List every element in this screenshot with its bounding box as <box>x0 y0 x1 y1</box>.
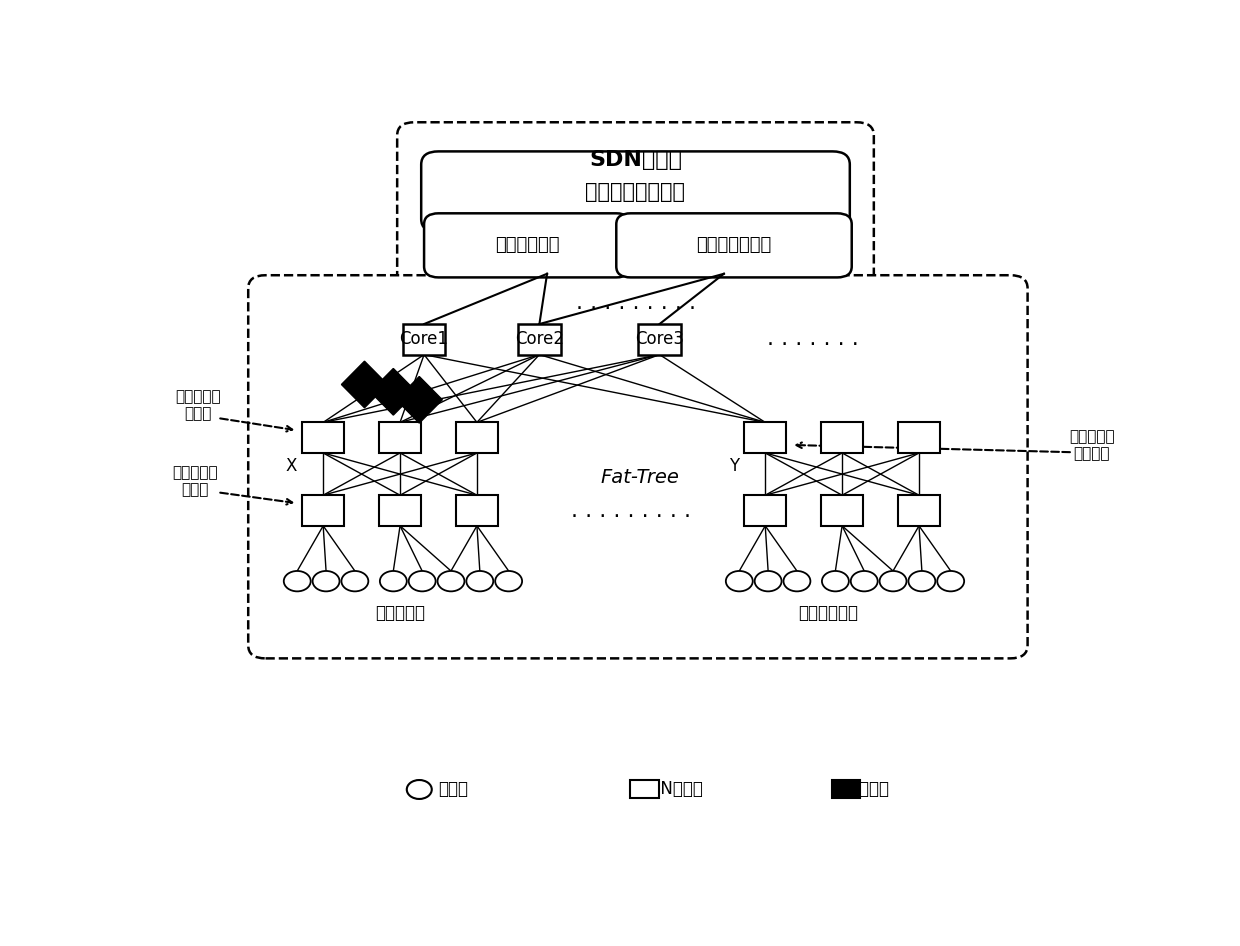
Text: . . . . . . . . .: . . . . . . . . . <box>570 500 691 520</box>
FancyBboxPatch shape <box>456 422 498 453</box>
Text: . . . . . . .: . . . . . . . <box>768 329 859 349</box>
Text: X: X <box>286 457 298 475</box>
FancyBboxPatch shape <box>424 213 631 277</box>
FancyBboxPatch shape <box>616 213 852 277</box>
FancyBboxPatch shape <box>456 495 498 526</box>
Text: 拓扑信息模块: 拓扑信息模块 <box>495 236 559 254</box>
Text: 大流路由计算模块: 大流路由计算模块 <box>585 182 686 201</box>
Circle shape <box>379 571 407 591</box>
Circle shape <box>312 571 340 591</box>
Circle shape <box>822 571 849 591</box>
FancyBboxPatch shape <box>744 422 786 453</box>
Text: Core3: Core3 <box>635 330 684 348</box>
Text: SDN控制器: SDN控制器 <box>589 150 682 170</box>
Circle shape <box>851 571 878 591</box>
Text: 目的端汇聚
层交换机: 目的端汇聚 层交换机 <box>1069 429 1115 461</box>
FancyBboxPatch shape <box>248 275 1028 658</box>
Circle shape <box>284 571 311 591</box>
Circle shape <box>495 571 522 591</box>
FancyBboxPatch shape <box>379 495 422 526</box>
Text: 源端汇聚层
交换机: 源端汇聚层 交换机 <box>175 389 221 421</box>
Circle shape <box>409 571 435 591</box>
FancyBboxPatch shape <box>821 422 863 453</box>
FancyBboxPatch shape <box>403 324 445 355</box>
FancyBboxPatch shape <box>422 151 849 233</box>
FancyBboxPatch shape <box>832 780 861 797</box>
Text: Core1: Core1 <box>399 330 449 348</box>
Circle shape <box>909 571 935 591</box>
Text: SDN交换机: SDN交换机 <box>637 780 703 798</box>
Circle shape <box>466 571 494 591</box>
Circle shape <box>438 571 465 591</box>
Circle shape <box>784 571 811 591</box>
Circle shape <box>879 571 906 591</box>
FancyBboxPatch shape <box>303 422 345 453</box>
FancyBboxPatch shape <box>898 495 940 526</box>
Text: Core2: Core2 <box>515 330 564 348</box>
FancyBboxPatch shape <box>630 780 658 797</box>
Circle shape <box>341 571 368 591</box>
FancyBboxPatch shape <box>518 324 560 355</box>
Circle shape <box>407 780 432 799</box>
FancyBboxPatch shape <box>379 422 422 453</box>
Text: Fat-Tree: Fat-Tree <box>601 468 680 487</box>
FancyBboxPatch shape <box>898 422 940 453</box>
Text: 服务器: 服务器 <box>439 780 469 798</box>
Circle shape <box>937 571 965 591</box>
Text: 目的端服务器: 目的端服务器 <box>797 604 858 622</box>
Text: 大流路由表模块: 大流路由表模块 <box>697 236 771 254</box>
FancyBboxPatch shape <box>821 495 863 526</box>
FancyBboxPatch shape <box>744 495 786 526</box>
Text: 源端服务器: 源端服务器 <box>374 604 425 622</box>
FancyBboxPatch shape <box>303 495 345 526</box>
Polygon shape <box>397 377 443 423</box>
Circle shape <box>755 571 781 591</box>
Circle shape <box>725 571 753 591</box>
Polygon shape <box>371 368 417 415</box>
Text: Y: Y <box>729 457 739 475</box>
Text: 源端边缘层
交换机: 源端边缘层 交换机 <box>172 465 218 498</box>
Polygon shape <box>341 361 388 408</box>
FancyBboxPatch shape <box>397 122 874 287</box>
Text: . . . . . . . . .: . . . . . . . . . <box>575 293 696 313</box>
FancyBboxPatch shape <box>639 324 681 355</box>
Text: 大流数据包: 大流数据包 <box>839 780 889 798</box>
